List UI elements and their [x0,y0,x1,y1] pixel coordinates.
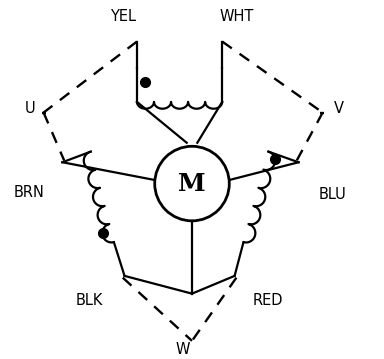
Text: WHT: WHT [219,9,253,24]
Text: RED: RED [253,293,284,308]
Text: BLK: BLK [75,293,103,308]
Text: M: M [178,172,206,196]
Text: BRN: BRN [14,185,45,200]
Text: V: V [334,102,344,117]
Text: BLU: BLU [318,187,346,202]
Text: YEL: YEL [110,9,136,24]
Text: U: U [25,102,36,117]
Text: W: W [176,342,190,357]
